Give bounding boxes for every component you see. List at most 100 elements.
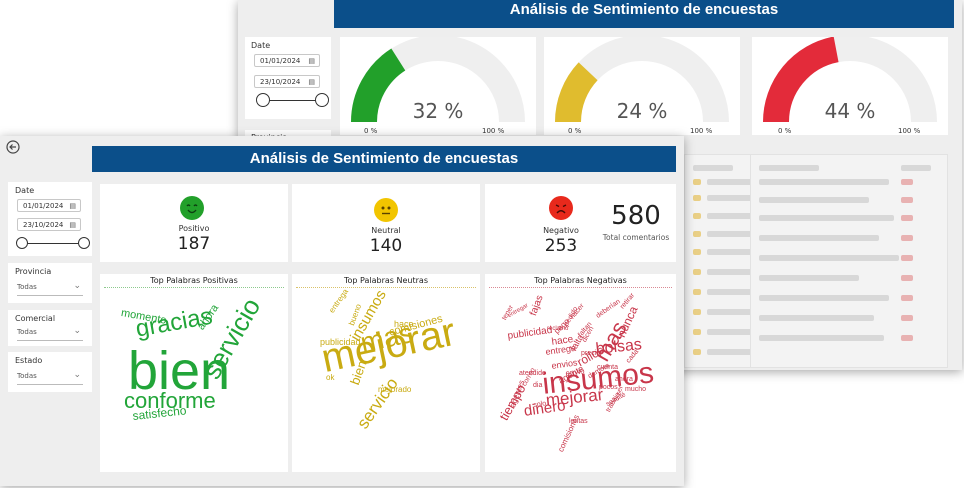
total-comments-value: 580: [611, 201, 661, 231]
background-report-window: Análisis de Sentimiento de encuestas Dat…: [238, 0, 962, 370]
gauge-card-negativo: Negativo 44 % 0 % 100 %: [752, 37, 948, 135]
wordcloud-word: precio: [581, 350, 601, 357]
provincia-filter-panel: Provincia Todas ⌄: [8, 263, 92, 303]
wordcloud-word: atendido: [519, 370, 546, 377]
calendar-icon[interactable]: ▤: [69, 221, 76, 229]
slider-handle-start[interactable]: [256, 93, 270, 107]
kpi-label: Neutral: [371, 226, 401, 235]
kpi-label: Negativo: [543, 226, 579, 235]
slider-handle-end[interactable]: [78, 237, 90, 249]
provincia-dropdown[interactable]: Todas ⌄: [17, 281, 83, 296]
wordcloud-word: pocos: [599, 384, 618, 391]
wordcloud-word: lentas: [569, 418, 588, 425]
wordcloud-word: comisiones: [556, 413, 582, 454]
gauge-value: 24 %: [616, 99, 668, 123]
gauge-min: 0 %: [778, 127, 792, 135]
wordcloud-word: publicidad: [320, 337, 361, 347]
chevron-down-icon[interactable]: ⌄: [73, 326, 81, 336]
estado-dropdown[interactable]: Todas ⌄: [17, 370, 83, 385]
slider-handle-start[interactable]: [16, 237, 28, 249]
calendar-icon[interactable]: ▤: [69, 202, 76, 210]
comments-table-blurred-right: [750, 154, 948, 368]
wordcloud-word: fajas: [528, 293, 546, 318]
date-from-input[interactable]: 01/01/2024 ▤: [254, 54, 320, 67]
wordcloud-negative: Top Palabras Negativas insumos mas mejorar…: [485, 274, 676, 472]
gauge-chart: [555, 37, 729, 123]
report-title-bar: Análisis de Sentimiento de encuestas: [92, 146, 676, 172]
date-range-slider[interactable]: [265, 100, 323, 101]
report-title: Análisis de Sentimiento de encuestas: [509, 1, 779, 18]
gauge-max: 100 %: [482, 127, 505, 135]
happy-face-icon: [180, 196, 204, 220]
wordcloud-positive: Top Palabras Positivas bien conforme servi…: [100, 274, 288, 472]
comercial-filter-panel: Comercial Todas ⌄: [8, 310, 92, 346]
date-label: Date: [15, 186, 35, 195]
date-to-input[interactable]: 23/10/2024 ▤: [254, 75, 320, 88]
total-comments-label: Total comentarios: [602, 233, 670, 242]
gauge-max: 100 %: [898, 127, 921, 135]
kpi-value: 140: [369, 236, 403, 256]
provincia-label: Provincia: [15, 267, 52, 276]
gauge-min: 0 %: [568, 127, 582, 135]
date-label: Date: [251, 41, 271, 50]
wordcloud-word: hace: [394, 319, 414, 329]
report-title-bar: Análisis de Sentimiento de encuestas: [334, 0, 954, 28]
estado-filter-panel: Estado Todas ⌄: [8, 352, 92, 392]
wordcloud-word: cuenta: [597, 364, 619, 371]
wordcloud-word: dia: [533, 382, 543, 389]
wordcloud-word: hacer: [569, 302, 586, 321]
sad-face-icon: [549, 196, 573, 220]
calendar-icon[interactable]: ▤: [308, 57, 315, 65]
kpi-value: 187: [177, 234, 211, 254]
wordcloud-words: insumos mas mejorar dinero tiempo bolsas nunca…: [485, 274, 676, 472]
wordcloud-word: reclamo: [547, 326, 569, 332]
wordcloud-word: mucho: [625, 386, 647, 393]
wordcloud-word: ok: [326, 373, 335, 382]
gauge-max: 100 %: [690, 127, 713, 135]
wordcloud-title: Top Palabras Neutras: [344, 276, 428, 285]
wordcloud-word: conforme: [124, 388, 216, 413]
gauge-chart: [350, 37, 525, 123]
gauge-card-positivo: Positivo 32 % 0 % 100 %: [340, 37, 536, 135]
gauge-value: 44 %: [824, 99, 876, 123]
wordcloud-words: bien conforme servicio gracias momento ahora s…: [100, 274, 288, 472]
date-to-input[interactable]: 23/10/2024 ▤: [17, 218, 81, 231]
wordcloud-word: bien: [128, 341, 231, 401]
kpi-value: 253: [544, 236, 578, 256]
calendar-icon[interactable]: ▤: [308, 78, 315, 86]
wordcloud-words: mejorar mas insumos comisiones hace entrega bu…: [292, 274, 480, 472]
gauge-card-neutral: Neutral 24 % 0 % 100 %: [544, 37, 740, 135]
kpi-label: Positivo: [178, 224, 210, 233]
chevron-down-icon[interactable]: ⌄: [73, 281, 81, 291]
wordcloud-title: Top Palabras Positivas: [150, 276, 238, 285]
wordcloud-word: nunca: [614, 303, 641, 340]
wordcloud-title: Top Palabras Negativas: [534, 276, 627, 285]
gauge-min: 0 %: [364, 127, 378, 135]
wordcloud-word: deberían: [595, 298, 622, 320]
gauge-chart: [763, 37, 937, 123]
back-arrow-icon[interactable]: [6, 140, 20, 154]
date-filter-panel: Date 01/01/2024 ▤ 23/10/2024 ▤: [8, 182, 92, 256]
wordcloud-word: entrega: [327, 287, 351, 315]
gauge-fill: [555, 62, 598, 123]
kpi-card-positivo: Positivo 187: [100, 184, 288, 262]
wordcloud-neutral: Top Palabras Neutras mejorar mas insumos co…: [292, 274, 480, 472]
gauge-fill: [350, 48, 406, 123]
date-range-slider[interactable]: [24, 243, 84, 244]
report-title: Análisis de Sentimiento de encuestas: [249, 150, 519, 167]
date-from-input[interactable]: 01/01/2024 ▤: [17, 199, 81, 212]
foreground-report-window: Análisis de Sentimiento de encuestas Dat…: [0, 136, 684, 486]
estado-label: Estado: [15, 356, 43, 365]
date-filter-panel: Date 01/01/2024 ▤ 23/10/2024 ▤: [245, 37, 331, 119]
wordcloud-word: mejorado: [378, 385, 412, 394]
kpi-card-negativo: Negativo 253 580 Total comentarios: [485, 184, 676, 262]
kpi-card-neutral: Neutral 140: [292, 184, 480, 262]
slider-handle-end[interactable]: [315, 93, 329, 107]
gauge-fill: [763, 37, 840, 123]
gauge-value: 32 %: [412, 99, 464, 123]
neutral-face-icon: [374, 198, 398, 222]
comercial-label: Comercial: [15, 314, 56, 323]
wordcloud-word: ahora: [615, 376, 633, 383]
chevron-down-icon[interactable]: ⌄: [73, 370, 81, 380]
comercial-dropdown[interactable]: Todas ⌄: [17, 326, 83, 341]
